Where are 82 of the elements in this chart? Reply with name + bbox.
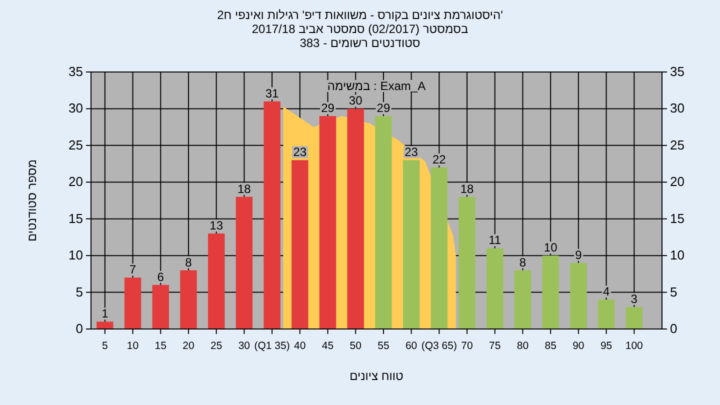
y2-tick-label: 25 [670, 137, 684, 152]
bar [208, 234, 225, 329]
bar [152, 284, 169, 329]
bar [180, 270, 197, 329]
bar [292, 160, 308, 329]
bar [514, 270, 532, 329]
bar [347, 108, 364, 329]
y2-tick-label: 15 [670, 210, 684, 226]
x-tick-label: 40 [294, 340, 306, 352]
data-label: 8 [185, 255, 192, 270]
data-label: 4 [602, 284, 610, 299]
bar [626, 306, 642, 329]
data-label: 18 [238, 182, 252, 196]
bar [96, 322, 114, 329]
bar [375, 116, 392, 329]
x-tick-label: 55 [378, 340, 390, 352]
x-tick-label: 10 [126, 340, 139, 352]
data-label: 18 [460, 182, 474, 196]
data-label: 31 [265, 86, 280, 100]
y-tick-label: 10 [68, 248, 83, 263]
text: סטודנטים רשומים - 383 [300, 36, 420, 50]
data-label: 7 [129, 262, 136, 277]
y2-tick-label: 10 [670, 248, 684, 263]
x-axis-title: טווח ציונים [350, 369, 404, 383]
x-tick-label: 90 [572, 340, 584, 352]
bar [542, 256, 559, 329]
data-label: 29 [321, 101, 335, 116]
x-tick-label: 70 [461, 340, 474, 352]
data-label: 13 [210, 218, 224, 233]
y2-tick-label: 0 [670, 321, 678, 336]
x-tick-label: 25 [210, 340, 222, 352]
data-label: 9 [575, 248, 582, 262]
x-tick-label: 30 [238, 340, 250, 352]
x-tick-label: 60 [405, 340, 418, 352]
data-label: 3 [630, 292, 638, 306]
y2-tick-label: 30 [670, 100, 684, 116]
data-label: 6 [157, 270, 164, 284]
x-tick-label: 80 [516, 340, 529, 352]
bar [264, 101, 280, 329]
bar [458, 196, 476, 329]
x-tick-label: (Q3 65) [421, 340, 457, 352]
x-tick-label: (Q1 35) [254, 340, 290, 352]
data-label: 23 [293, 145, 307, 160]
bar [124, 278, 142, 329]
y-tick-label: 5 [76, 284, 83, 300]
y-tick-label: 35 [68, 64, 83, 79]
data-label: 23 [404, 145, 418, 160]
y-tick-label: 15 [68, 210, 83, 226]
bar [236, 196, 253, 329]
data-label: 22 [432, 152, 446, 166]
y-tick-label: 20 [68, 174, 83, 190]
chart-subtitle: בסמסטר (02/2017) סמסטר אביב 2017/18 [252, 22, 468, 36]
bar [570, 262, 587, 329]
data-label: 29 [376, 101, 390, 116]
x-tick-label: 50 [350, 340, 362, 352]
y-tick-label: 25 [68, 137, 83, 152]
data-label: 1 [102, 306, 109, 321]
x-tick-label: 85 [544, 340, 557, 352]
x-tick-label: 95 [600, 340, 612, 352]
x-tick-label: 5 [102, 340, 108, 352]
x-tick-label: 75 [489, 340, 501, 352]
bar [430, 167, 448, 329]
data-label: 30 [348, 94, 363, 108]
data-label: 10 [544, 240, 558, 255]
y2-tick-label: 35 [670, 64, 684, 79]
x-tick-label: 15 [154, 340, 167, 352]
annotation: במשימה : Exam_A [327, 79, 426, 93]
y-axis-title: מספר סטודנטים [25, 159, 39, 242]
data-label: 8 [519, 255, 526, 270]
bar [319, 116, 336, 329]
x-tick-label: 100 [625, 340, 644, 352]
chart-title: 'היסטוגרמת ציונים בקורס - משוואות דיפ' רגילות ואינפי ח2 [217, 8, 503, 22]
data-label: 11 [488, 233, 502, 248]
x-tick-label: 45 [322, 340, 334, 352]
y2-tick-label: 5 [670, 284, 678, 300]
bar [598, 300, 615, 329]
y-tick-label: 30 [68, 100, 83, 116]
bar [486, 248, 504, 329]
bar [402, 160, 420, 329]
y2-tick-label: 20 [670, 174, 684, 190]
y-tick-label: 0 [76, 321, 83, 336]
x-tick-label: 20 [182, 340, 194, 352]
